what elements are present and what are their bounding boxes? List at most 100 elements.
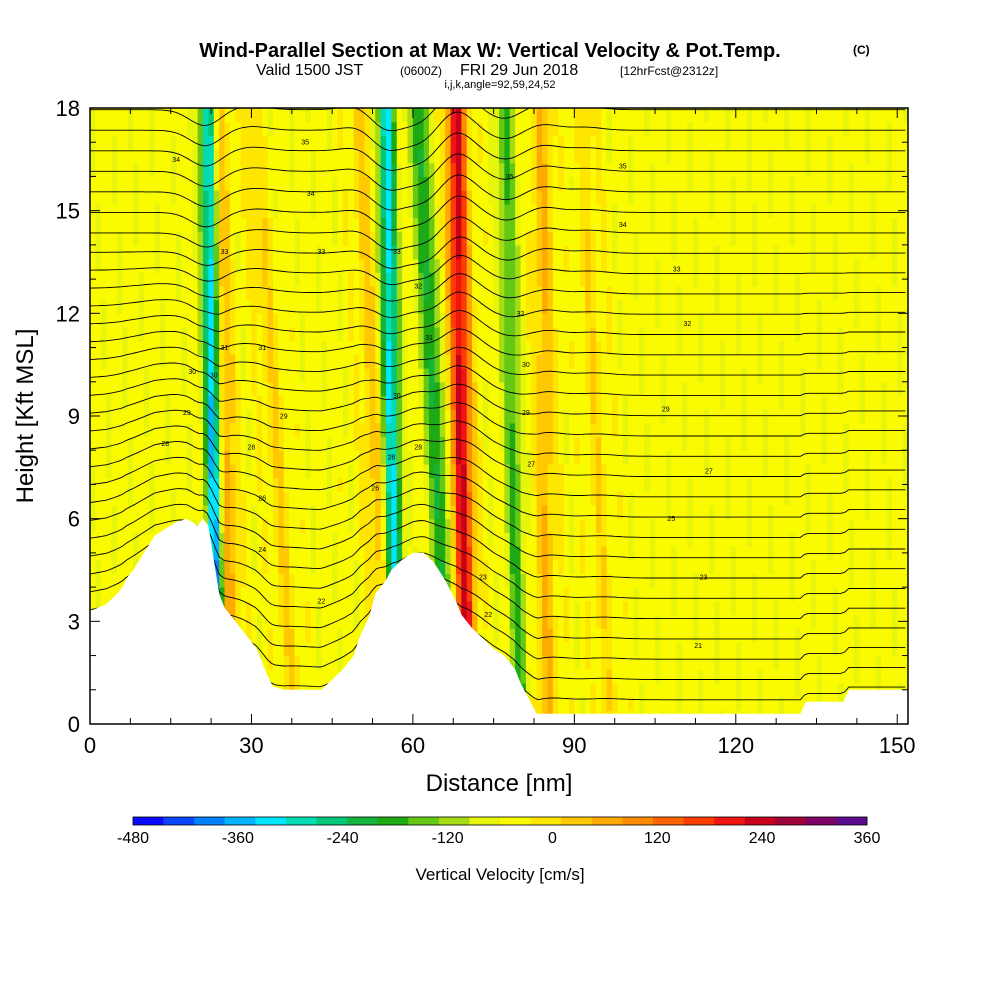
contour-labels: 34 35 34 33 33 33 32 35 35 34 33 32 32 31 31 31 30 30 30 30… <box>161 140 712 650</box>
subtitle-indices: i,j,k,angle=92,59,24,52 <box>444 79 555 91</box>
theta-contour-label: 30 <box>393 393 401 400</box>
theta-contour-label: 28 <box>161 441 169 448</box>
colorbar-tick-label: -240 <box>327 830 359 847</box>
colorbar-swatch <box>285 817 317 825</box>
theta-contour-label: 35 <box>301 140 309 147</box>
colorbar-swatch <box>775 817 807 825</box>
colorbar-swatch <box>744 817 776 825</box>
theta-contour-label: 29 <box>280 414 288 421</box>
y-tick-label: 9 <box>68 404 80 429</box>
colorbar-tick-label: -120 <box>432 830 464 847</box>
colorbar-swatch <box>469 817 501 825</box>
theta-contour-label: 31 <box>221 345 229 352</box>
terrain-mask <box>90 518 908 724</box>
colorbar-swatch <box>683 817 715 825</box>
y-axis-label: Height [Kft MSL] <box>12 329 39 504</box>
theta-contour-label: 21 <box>694 643 702 650</box>
theta-contour-label: 34 <box>172 157 180 164</box>
subtitle-utc: (0600Z) <box>400 64 442 78</box>
colorbar-tick-label: 360 <box>854 830 881 847</box>
colorbar-swatch <box>224 817 256 825</box>
theta-contour-label: 30 <box>210 372 218 379</box>
theta-contour-label: 32 <box>414 284 422 291</box>
colorbar-swatch <box>500 817 531 825</box>
colorbar-swatch <box>561 817 593 825</box>
y-tick-label: 15 <box>56 199 80 224</box>
theta-contour-label: 31 <box>258 345 266 352</box>
colorbar-swatch <box>530 817 562 825</box>
theta-contour-label: 28 <box>414 444 422 451</box>
theta-contour-label: 29 <box>662 407 670 414</box>
colorbar-swatch <box>438 817 470 825</box>
colorbar-tick-label: 0 <box>548 830 557 847</box>
colorbar-swatch <box>652 817 684 825</box>
colorbar-swatch <box>591 817 623 825</box>
chart-title: Wind-Parallel Section at Max W: Vertical… <box>199 40 780 62</box>
theta-contour-label: 23 <box>700 574 708 581</box>
colorbar-title: Vertical Velocity [cm/s] <box>415 865 584 884</box>
theta-contour-label: 26 <box>371 485 379 492</box>
theta-contour-label: 22 <box>318 598 326 605</box>
theta-contour-label: 34 <box>307 191 315 198</box>
theta-contour-label: 33 <box>318 249 326 256</box>
colorbar-tick-label: 120 <box>644 830 671 847</box>
theta-contour-label: 28 <box>388 455 396 462</box>
theta-contour-label: 31 <box>425 335 433 342</box>
x-tick-label: 60 <box>401 733 425 758</box>
theta-contour-label: 29 <box>522 410 530 417</box>
theta-contour-label: 24 <box>258 547 266 554</box>
colorbar-swatch <box>805 817 837 825</box>
theta-contour-label: 34 <box>619 222 627 229</box>
colorbar-swatch <box>255 817 287 825</box>
colorbar-swatch <box>377 817 409 825</box>
theta-contour-label: 32 <box>517 311 525 318</box>
x-tick-label: 30 <box>239 733 263 758</box>
x-tick-label: 150 <box>879 733 916 758</box>
theta-contour-label: 22 <box>484 612 492 619</box>
theta-contour-label: 33 <box>393 249 401 256</box>
y-tick-label: 6 <box>68 507 80 532</box>
colorbar-swatch <box>836 817 868 825</box>
x-tick-label: 90 <box>562 733 586 758</box>
potential-temperature-contours <box>90 108 906 701</box>
theta-contour-label: 30 <box>188 369 196 376</box>
y-tick-label: 18 <box>56 96 80 121</box>
theta-contour-label: 32 <box>684 321 692 328</box>
x-tick-label: 120 <box>717 733 754 758</box>
colorbar-swatch <box>133 817 164 825</box>
theta-contour-label: 33 <box>673 266 681 273</box>
theta-contour-label: 27 <box>705 468 713 475</box>
y-tick-label: 12 <box>56 301 80 326</box>
colorbar-tick-label: 240 <box>749 830 776 847</box>
theta-contour-label: 30 <box>522 362 530 369</box>
chart-subtitle: Valid 1500 JST (0600Z) FRI 29 Jun 2018 [… <box>256 62 718 79</box>
x-tick-label: 0 <box>84 733 96 758</box>
y-tick-label: 3 <box>68 609 80 634</box>
colorbar: -480 -360 -240 -120 0 120 240 360 <box>117 816 881 847</box>
title-copyright-mark: (C) <box>853 43 870 57</box>
subtitle-valid-time: Valid 1500 JST <box>256 62 364 79</box>
x-axis-label: Distance [nm] <box>426 770 573 797</box>
colorbar-swatch <box>163 817 195 825</box>
colorbar-swatch <box>622 817 654 825</box>
colorbar-swatch <box>714 817 745 825</box>
theta-contour-label: 27 <box>527 461 535 468</box>
colorbar-tick-label: -480 <box>117 830 149 847</box>
colorbar-swatch <box>408 817 440 825</box>
colorbar-swatch <box>194 817 226 825</box>
theta-contour-label: 33 <box>221 249 229 256</box>
colorbar-swatch <box>347 817 378 825</box>
theta-contour-label: 26 <box>258 496 266 503</box>
theta-contour-label: 35 <box>619 164 627 171</box>
subtitle-date: FRI 29 Jun 2018 <box>460 62 578 79</box>
y-tick-label: 0 <box>68 712 80 737</box>
theta-contour-label: 25 <box>667 516 675 523</box>
colorbar-tick-label: -360 <box>222 830 254 847</box>
theta-contour-label: 23 <box>479 574 487 581</box>
theta-contour-label: 35 <box>506 174 514 181</box>
colorbar-swatch <box>316 817 348 825</box>
y-axis-ticks: 0 3 6 9 12 15 18 <box>56 96 908 737</box>
subtitle-forecast: [12hrFcst@2312z] <box>620 64 718 78</box>
theta-contour-label: 29 <box>183 410 191 417</box>
